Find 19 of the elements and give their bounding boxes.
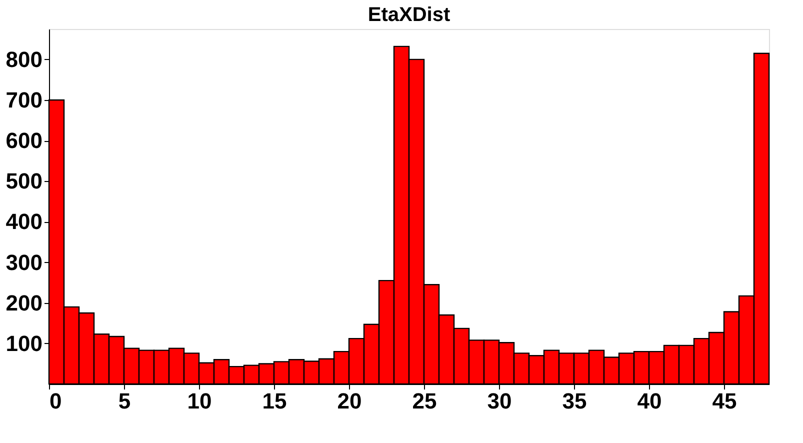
y-tick-label: 100 [6,330,42,356]
y-tick-label: 200 [6,290,42,316]
x-tick-label: 35 [562,388,587,414]
x-tick-label: 5 [118,388,131,414]
y-tick-label: 500 [6,168,42,194]
x-tick-label: 20 [337,388,362,414]
y-tick-label: 400 [6,209,42,234]
x-tick-label: 10 [187,388,212,414]
y-tick-label: 300 [6,250,42,275]
x-tick-label: 45 [712,388,737,414]
x-tick-label: 0 [50,388,62,414]
chart-title: EtaXDist [368,4,450,26]
x-tick-label: 40 [637,388,662,414]
x-tick-label: 15 [262,388,287,414]
x-tick-label: 30 [487,388,512,414]
y-tick-label: 600 [6,128,42,154]
x-tick-label: 25 [412,388,437,414]
y-tick-label: 800 [6,46,42,72]
y-tick-label: 700 [6,88,42,112]
